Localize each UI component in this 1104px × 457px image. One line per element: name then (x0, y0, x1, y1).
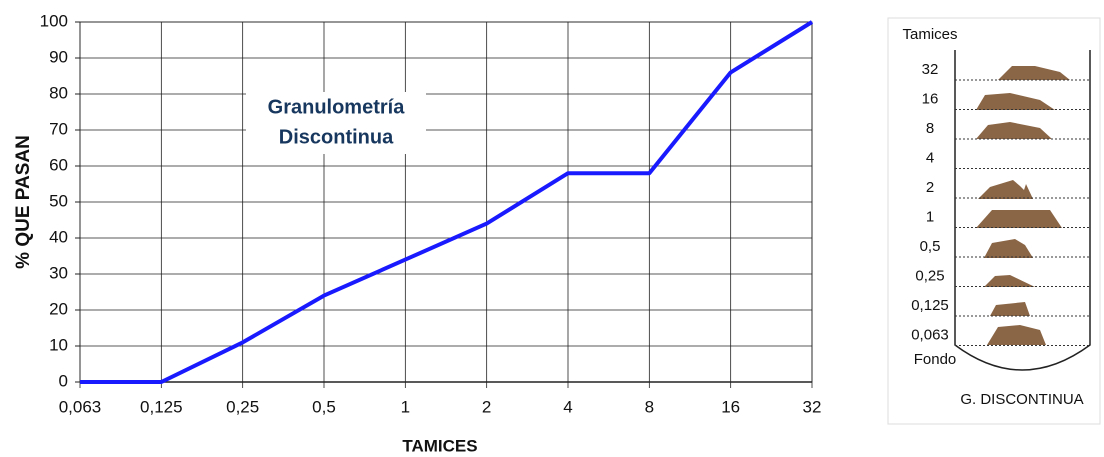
x-tick-label: 0,5 (312, 397, 336, 416)
sieve-label: 16 (922, 90, 939, 107)
x-tick-label: 0,25 (226, 397, 259, 416)
sieve-label: 4 (926, 149, 934, 166)
y-axis-title: % QUE PASAN (13, 135, 34, 269)
sieve-label: 2 (926, 179, 934, 196)
x-tick-label: 32 (803, 397, 822, 416)
y-tick-label: 40 (49, 227, 68, 246)
y-tick-label: 70 (49, 119, 68, 138)
x-tick-label: 16 (721, 397, 740, 416)
y-tick-label: 30 (49, 263, 68, 282)
sieve-label: 0,5 (920, 238, 941, 255)
sieve-label: 0,25 (915, 267, 944, 284)
soil-piles (976, 66, 1070, 345)
x-tick-label: 8 (645, 397, 654, 416)
annotation: Granulometría (268, 96, 406, 118)
x-tick-label: 0,063 (59, 397, 102, 416)
y-tick-label: 50 (49, 191, 68, 210)
diagram-title: Tamices (902, 26, 957, 43)
y-tick-label: 20 (49, 299, 68, 318)
y-tick-label: 100 (40, 11, 68, 30)
annotation: Discontinua (279, 126, 394, 148)
x-tick-label: 0,125 (140, 397, 183, 416)
x-tick-label: 1 (401, 397, 410, 416)
diagram-frame (887, 17, 1101, 425)
x-tick-label: 4 (563, 397, 572, 416)
container (954, 50, 1091, 371)
y-tick-label: 0 (59, 371, 68, 390)
y-tick-label: 60 (49, 155, 68, 174)
y-tick-label: 80 (49, 83, 68, 102)
x-tick-label: 2 (482, 397, 491, 416)
sieve-label: 0,063 (911, 326, 949, 343)
sieve-label: 1 (926, 208, 934, 225)
diagram-caption: G. DISCONTINUA (960, 391, 1083, 408)
sieve-label: 32 (922, 61, 939, 78)
data-line (80, 20, 814, 384)
sieve-label: 0,125 (911, 297, 949, 314)
y-tick-label: 90 (49, 47, 68, 66)
annotation-bg (246, 92, 426, 154)
x-axis-title: TAMICES (402, 436, 477, 455)
sieve-label: 8 (926, 120, 934, 137)
bottom-label: Fondo (914, 351, 957, 368)
y-tick-label: 10 (49, 335, 68, 354)
